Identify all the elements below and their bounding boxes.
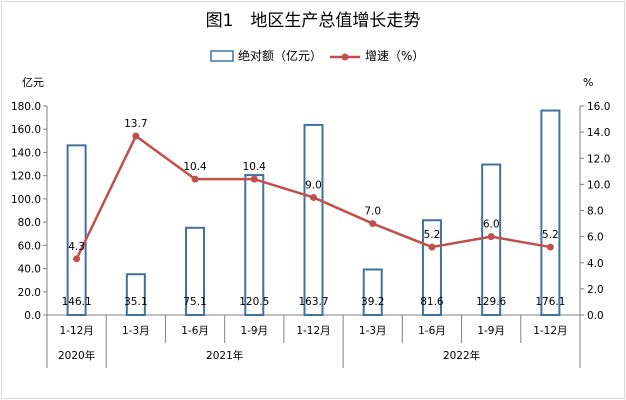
line-point [487, 233, 495, 241]
left-tick-label: 100.0 [11, 194, 41, 206]
bar-value-label: 176.1 [535, 296, 565, 308]
category-label: 1-3月 [122, 325, 150, 337]
left-tick-label: 60.0 [18, 240, 41, 252]
line-value-label: 10.4 [243, 161, 267, 173]
legend-line-marker [341, 53, 349, 61]
right-tick-label: 0.0 [587, 310, 604, 322]
bar [244, 174, 265, 316]
right-tick-label: 6.0 [587, 232, 604, 244]
line-point [310, 193, 317, 201]
right-tick-label: 16.0 [587, 101, 610, 113]
category-label: 1-6月 [418, 325, 446, 337]
bar-data-labels: 146.1 35.1 75.1 120.5 163.7 39.2 81.6 129.6 176.… [62, 296, 566, 308]
left-tick-label: 80.0 [18, 217, 41, 229]
bar-value-label: 75.1 [183, 296, 206, 308]
line-point [546, 243, 554, 251]
bar [125, 273, 146, 316]
bar-value-label: 120.5 [239, 296, 269, 308]
line-series [73, 132, 554, 263]
right-tick-label: 8.0 [587, 206, 604, 218]
right-tick-label: 2.0 [587, 284, 604, 296]
line-value-label: 7.0 [364, 206, 381, 218]
line-value-label: 13.7 [124, 118, 147, 130]
year-label: 2021年 [206, 349, 243, 362]
right-tick-label: 14.0 [587, 127, 610, 139]
line-value-label: 6.0 [483, 219, 500, 231]
line-point [369, 220, 377, 228]
right-axis-unit: % [583, 76, 593, 89]
line-value-label: 4.3 [68, 241, 85, 253]
bar [185, 226, 206, 316]
legend-bar-swatch [210, 50, 234, 62]
bar-value-label: 146.1 [62, 296, 92, 308]
bar-value-label: 35.1 [124, 296, 147, 308]
bar-value-label: 81.6 [420, 296, 444, 308]
right-tick-label: 12.0 [587, 153, 610, 165]
left-tick-label: 20.0 [18, 287, 41, 299]
left-axis-ticks: 0.0 20.0 40.0 60.0 80.0 100.0 120.0 140.0 160.0 1… [11, 101, 47, 322]
line-value-label: 10.4 [183, 161, 207, 173]
bar [66, 144, 87, 316]
category-label: 1-3月 [359, 325, 387, 337]
category-label: 1-12月 [296, 325, 330, 337]
left-tick-label: 180.0 [11, 101, 41, 113]
left-tick-label: 160.0 [11, 124, 41, 136]
category-label: 1-9月 [240, 325, 268, 337]
bar-value-label: 39.2 [361, 296, 384, 308]
category-label: 1-12月 [533, 325, 567, 337]
category-label: 1-9月 [477, 325, 505, 337]
line-point [191, 175, 199, 183]
bar-value-label: 163.7 [298, 296, 328, 308]
line-point [428, 243, 436, 251]
chart-title: 图1 地区生产总值增长走势 [206, 11, 421, 31]
line-value-label: 5.2 [542, 229, 559, 241]
bar [303, 123, 324, 316]
legend: 绝对额（亿元） 增速（%） [210, 48, 424, 63]
category-label: 1-12月 [59, 325, 93, 337]
line-point [73, 255, 81, 263]
line-value-label: 5.2 [424, 229, 441, 241]
right-axis-ticks: 0.0 2.0 4.0 6.0 8.0 10.0 12.0 14.0 16.0 [580, 101, 610, 322]
left-tick-label: 40.0 [18, 264, 41, 276]
year-label: 2020年 [58, 349, 95, 362]
bar [362, 268, 383, 316]
bar-value-label: 129.6 [476, 296, 506, 308]
left-tick-label: 140.0 [11, 147, 41, 159]
year-label: 2022年 [443, 349, 480, 362]
line-value-label: 9.0 [305, 179, 322, 191]
legend-bar-label: 绝对额（亿元） [238, 48, 322, 63]
line-point [250, 175, 258, 183]
year-labels: 2020年 2021年 2022年 [58, 349, 480, 362]
left-tick-label: 0.0 [24, 310, 41, 322]
category-labels: 1-12月 1-3月 1-6月 1-9月 1-12月 1-3月 1-6月 1-9月 1-12月 [59, 325, 567, 337]
right-tick-label: 10.0 [587, 179, 610, 191]
bar [540, 109, 561, 316]
category-label: 1-6月 [181, 325, 209, 337]
bar-series [66, 109, 561, 316]
line-data-labels: 4.3 13.7 10.4 10.4 9.0 7.0 5.2 6.0 5.2 [68, 118, 558, 253]
left-tick-label: 120.0 [11, 171, 41, 183]
line-point [132, 132, 140, 140]
bar [421, 219, 442, 316]
right-tick-label: 4.0 [587, 258, 604, 270]
legend-line-label: 增速（%） [365, 49, 424, 63]
left-axis-unit: 亿元 [22, 76, 44, 89]
